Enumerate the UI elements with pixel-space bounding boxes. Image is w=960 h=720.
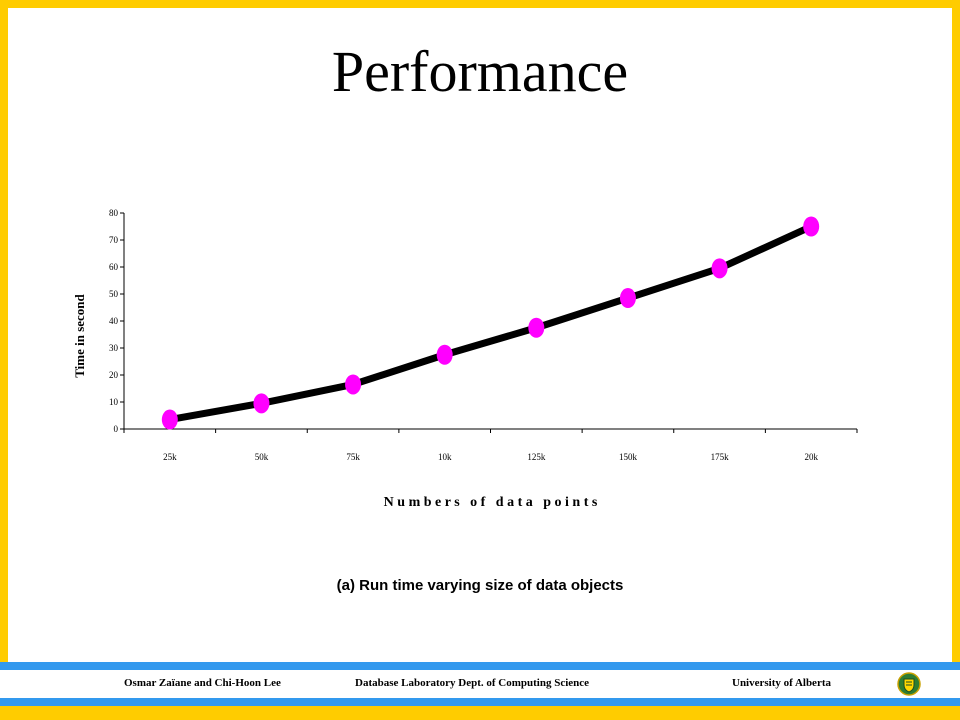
x-tick-label: 50k xyxy=(255,452,269,462)
footer-authors: Osmar Zaïane and Chi-Hoon Lee xyxy=(124,677,281,689)
data-point xyxy=(253,393,270,414)
y-tick-label: 50 xyxy=(109,289,119,299)
y-axis-title: Time in second xyxy=(72,293,87,377)
chart-caption: (a) Run time varying size of data object… xyxy=(336,577,624,594)
x-tick-label: 10k xyxy=(438,452,452,462)
data-point xyxy=(711,258,728,279)
data-point xyxy=(345,374,362,395)
data-point xyxy=(619,288,636,309)
y-tick-label: 30 xyxy=(109,343,119,353)
y-tick-label: 80 xyxy=(109,208,119,218)
data-point xyxy=(528,317,545,338)
slide-title: Performance xyxy=(331,39,629,104)
data-point xyxy=(436,344,453,365)
y-tick-label: 20 xyxy=(109,370,119,380)
series-line xyxy=(166,223,815,424)
footer-yellow-band xyxy=(0,706,960,720)
university-crest-icon xyxy=(897,672,921,696)
data-point xyxy=(161,409,178,430)
x-tick-label: 20k xyxy=(804,452,818,462)
x-tick-label: 175k xyxy=(711,452,730,462)
y-tick-label: 0 xyxy=(114,424,119,434)
footer-stripe-bottom xyxy=(0,698,960,706)
footer-stripe-top xyxy=(0,662,960,670)
run-time-chart: 0 10 20 30 40 50 60 70 80 25k 50k 75k 10k 125k 150k 175… xyxy=(72,208,858,510)
x-tick-label: 75k xyxy=(346,452,360,462)
x-tick-label: 150k xyxy=(619,452,638,462)
x-tick-label: 125k xyxy=(527,452,546,462)
y-tick-label: 40 xyxy=(109,316,119,326)
footer-university: University of Alberta xyxy=(732,677,831,689)
y-tick-label: 70 xyxy=(109,235,119,245)
x-axis-title: N u m b e r s o f d a t a p o i n t s xyxy=(384,495,598,510)
y-tick-label: 10 xyxy=(109,397,119,407)
x-tick-label: 25k xyxy=(163,452,177,462)
footer-lab: Database Laboratory Dept. of Computing S… xyxy=(355,677,590,689)
data-point xyxy=(803,216,820,237)
y-tick-label: 60 xyxy=(109,262,119,272)
